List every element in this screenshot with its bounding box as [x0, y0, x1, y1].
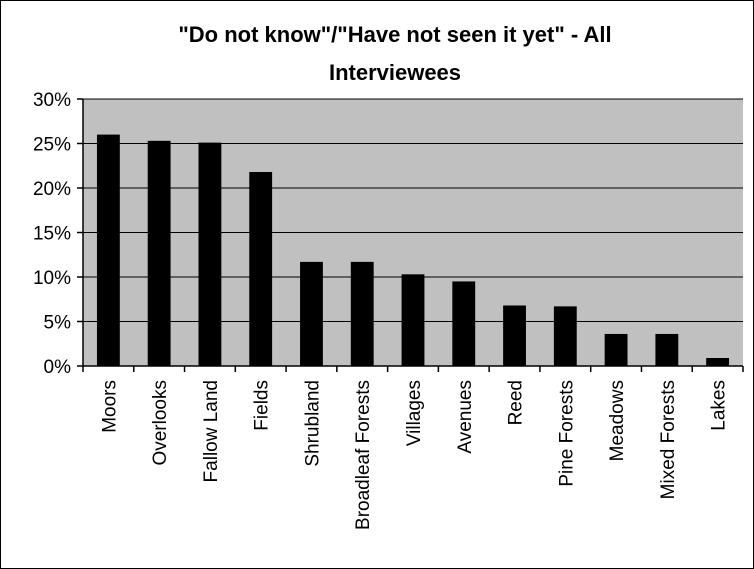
bars	[96, 134, 730, 366]
x-tick-label: Reed	[506, 380, 527, 425]
x-tick-label: Meadows	[607, 380, 628, 461]
chart-title-line-2: Interviewees	[329, 60, 461, 85]
x-tick-label: Mixed Forests	[658, 380, 679, 499]
y-tick-label: 15%	[33, 224, 71, 245]
x-tick-label: Moors	[99, 380, 120, 433]
bar	[503, 305, 526, 366]
bar	[706, 357, 730, 366]
bar	[604, 333, 628, 366]
bar	[655, 333, 679, 366]
bar	[401, 274, 425, 366]
x-tick-label: Shrubland	[302, 380, 323, 467]
bar	[350, 261, 374, 366]
chart-title-line-1: "Do not know"/"Have not seen it yet" - A…	[178, 22, 611, 47]
x-tick-label: Fields	[252, 380, 273, 431]
y-tick-label: 20%	[33, 179, 71, 200]
bar	[249, 171, 273, 366]
y-tick-label: 10%	[33, 268, 71, 289]
x-tick-label: Overlooks	[150, 380, 171, 466]
x-tick-labels: Moors Overlooks Fallow Land Fields Shrubland…	[82, 366, 744, 530]
bar	[147, 140, 171, 366]
bar	[96, 134, 120, 366]
x-tick-label: Villages	[404, 380, 425, 446]
y-tick-labels: 0% 5% 10% 15% 20% 25% 30%	[33, 90, 83, 378]
x-tick-label: Pine Forests	[556, 380, 577, 487]
y-tick-label: 25%	[33, 135, 71, 156]
y-tick-label: 0%	[44, 357, 72, 378]
bar	[198, 142, 222, 366]
bar	[300, 261, 323, 366]
y-tick-label: 30%	[33, 90, 71, 111]
x-tick-label: Lakes	[709, 380, 730, 431]
x-tick-label: Broadleaf Forests	[353, 380, 374, 530]
x-tick-label: Avenues	[455, 380, 476, 454]
x-tick-label: Fallow Land	[201, 380, 222, 482]
bar	[452, 281, 476, 366]
bar	[553, 306, 577, 366]
y-tick-label: 5%	[44, 313, 72, 334]
